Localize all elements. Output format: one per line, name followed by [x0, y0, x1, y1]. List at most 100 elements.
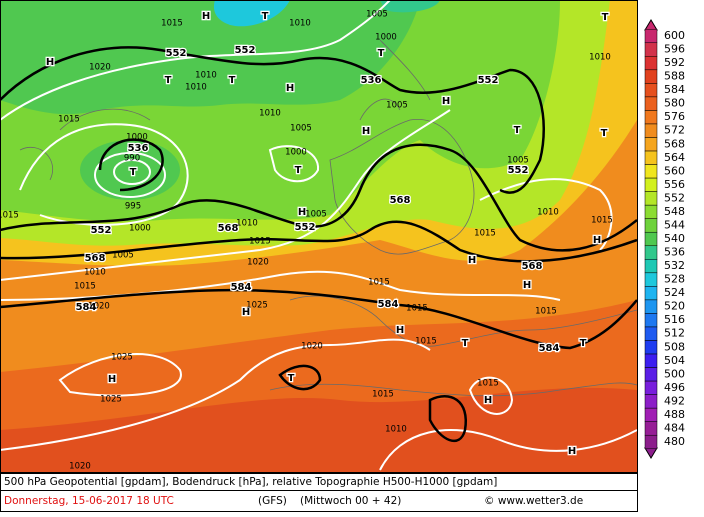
height-label: 552	[91, 225, 112, 236]
legend-swatch	[644, 272, 658, 287]
legend-label: 564	[664, 151, 685, 164]
model-run: (Mittwoch 00 + 42)	[300, 495, 401, 507]
legend-label: 584	[664, 83, 685, 96]
legend-swatch	[644, 299, 658, 314]
height-label: 584	[378, 299, 399, 310]
height-label: 584	[231, 282, 252, 293]
legend-swatch	[644, 83, 658, 98]
isobar-label: 1015	[372, 390, 394, 400]
pressure-center: H	[396, 325, 404, 336]
legend-label: 544	[664, 218, 685, 231]
legend-label: 484	[664, 421, 685, 434]
legend: 6005965925885845805765725685645605565525…	[644, 19, 685, 459]
isobar-label: 1010	[236, 219, 258, 229]
legend-swatch	[644, 394, 658, 409]
pressure-center: H	[523, 280, 531, 291]
height-label: 536	[128, 143, 149, 154]
isobar-label: 1020	[88, 302, 110, 312]
height-label: 568	[522, 261, 543, 272]
map-frame	[0, 0, 638, 473]
legend-label: 500	[664, 367, 685, 380]
legend-label: 576	[664, 110, 685, 123]
legend-label: 504	[664, 354, 685, 367]
pressure-center: T	[295, 165, 302, 176]
legend-label: 592	[664, 56, 685, 69]
legend-swatch	[644, 245, 658, 260]
height-label: 552	[478, 75, 499, 86]
legend-label: 560	[664, 164, 685, 177]
height-label: 552	[166, 48, 187, 59]
legend-swatch	[644, 69, 658, 84]
map-labels: 552 552 536 552 552 536 552 568 568 552 568 568 584 5…	[0, 10, 613, 472]
legend-label: 588	[664, 70, 685, 83]
pressure-center: T	[262, 11, 269, 22]
height-label: 584	[76, 302, 97, 313]
legend-label: 596	[664, 43, 685, 56]
legend-label: 536	[664, 246, 685, 259]
legend-swatch	[644, 286, 658, 301]
credit: © www.wetter3.de	[484, 495, 583, 507]
legend-label: 580	[664, 97, 685, 110]
legend-label: 512	[664, 327, 685, 340]
pressure-center: T	[601, 128, 608, 139]
legend-swatch	[644, 353, 658, 368]
legend-swatch	[644, 191, 658, 206]
legend-swatch	[644, 96, 658, 111]
pressure-center: H	[484, 395, 492, 406]
pressure-center: T	[130, 167, 137, 178]
legend-swatch	[644, 231, 658, 247]
isobar-label: 1015	[415, 337, 437, 347]
map-title: 500 hPa Geopotential [gpdam], Bodendruck…	[4, 476, 497, 488]
isobar-label: 1025	[111, 353, 133, 363]
isobar-label: 1000	[129, 224, 151, 234]
pressure-center: T	[602, 12, 609, 23]
model-name: (GFS)	[258, 495, 287, 507]
legend-label: 568	[664, 137, 685, 150]
legend-label: 488	[664, 408, 685, 421]
isobar-label: 1015	[477, 379, 499, 389]
legend-swatch	[644, 177, 658, 192]
isobar-label: 1015	[474, 229, 496, 239]
isobar-label: 1015	[58, 115, 80, 125]
isobar-label: 1010	[84, 268, 106, 278]
isobar-label: 1010	[589, 53, 611, 63]
legend-swatch	[644, 56, 658, 71]
legend-swatch	[644, 137, 658, 152]
isobar-label: 1005	[386, 101, 408, 111]
legend-swatch	[644, 380, 658, 395]
pressure-center: H	[568, 446, 576, 457]
legend-label: 508	[664, 340, 685, 353]
legend-label: 524	[664, 286, 685, 299]
pressure-center: H	[442, 96, 450, 107]
height-contours	[0, 46, 637, 442]
height-label: 552	[295, 222, 316, 233]
height-label: 568	[85, 253, 106, 264]
isobar-label: 1010	[537, 208, 559, 218]
pressure-center: T	[514, 125, 521, 136]
pressure-center: H	[46, 57, 54, 68]
pressure-center: H	[108, 374, 116, 385]
isobar-label: 1010	[289, 19, 311, 29]
isobar-label: 1025	[246, 301, 268, 311]
pressure-center: T	[165, 75, 172, 86]
map-date: Donnerstag, 15-06-2017 18 UTC	[4, 495, 174, 507]
height-label: 584	[539, 343, 560, 354]
height-label: 568	[218, 223, 239, 234]
pressure-center: T	[288, 373, 295, 384]
isobar-label: 1010	[195, 71, 217, 81]
legend-label: 572	[664, 124, 685, 137]
isobar-label: 1000	[375, 33, 397, 43]
isobar-label: 995	[125, 202, 141, 212]
legend-arrow-bottom	[644, 447, 658, 459]
legend-label: 520	[664, 300, 685, 313]
pressure-center: H	[202, 11, 210, 22]
field-cyan	[213, 0, 290, 27]
legend-label: 528	[664, 273, 685, 286]
legend-swatch	[644, 313, 658, 328]
pressure-center: T	[580, 338, 587, 349]
isobar-label: 1015	[591, 216, 613, 226]
isobar-label: 1005	[305, 210, 327, 220]
pressure-center: H	[593, 235, 601, 246]
legend-swatch	[644, 259, 658, 274]
